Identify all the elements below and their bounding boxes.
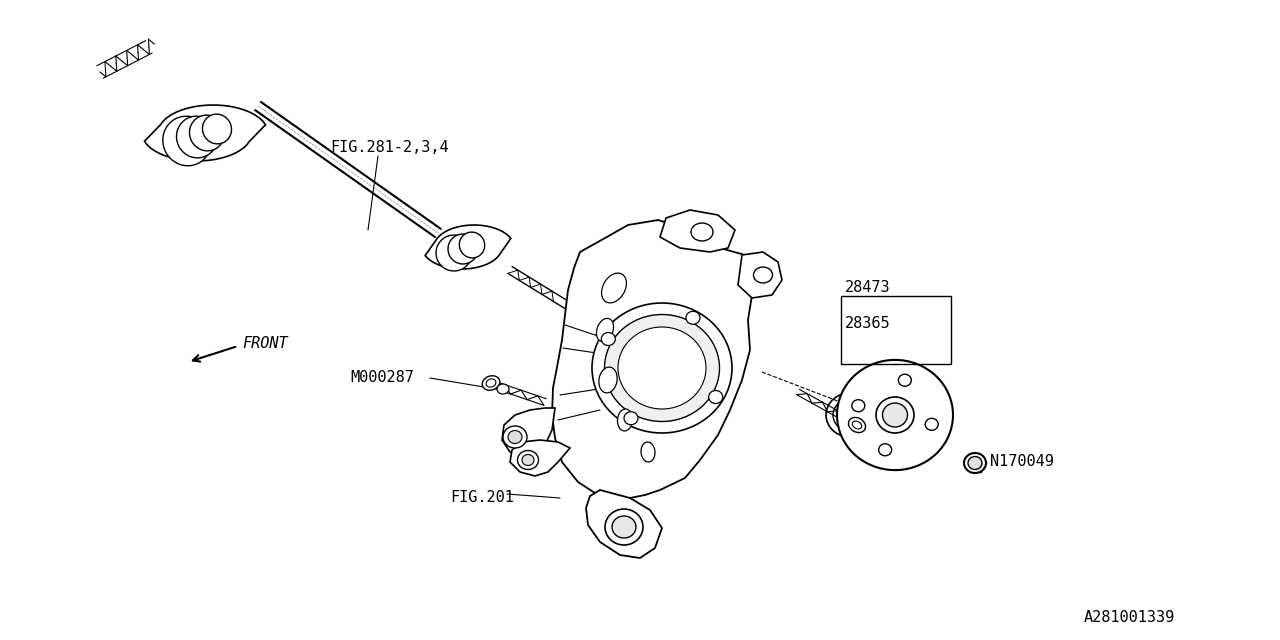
- Ellipse shape: [625, 412, 637, 425]
- Ellipse shape: [837, 360, 954, 470]
- Ellipse shape: [851, 400, 865, 412]
- Ellipse shape: [591, 303, 732, 433]
- Text: FRONT: FRONT: [242, 337, 288, 351]
- Text: 28473: 28473: [845, 280, 891, 294]
- Ellipse shape: [599, 367, 617, 393]
- Ellipse shape: [604, 314, 719, 422]
- Ellipse shape: [686, 311, 700, 324]
- Text: M000287: M000287: [349, 371, 413, 385]
- Ellipse shape: [163, 116, 211, 166]
- Ellipse shape: [605, 509, 643, 545]
- Ellipse shape: [925, 419, 938, 430]
- Ellipse shape: [849, 417, 865, 433]
- Polygon shape: [739, 252, 782, 298]
- Polygon shape: [586, 490, 662, 558]
- Ellipse shape: [517, 451, 539, 470]
- Text: N170049: N170049: [989, 454, 1053, 470]
- Ellipse shape: [617, 409, 632, 431]
- Ellipse shape: [968, 456, 982, 470]
- Ellipse shape: [189, 115, 224, 151]
- Ellipse shape: [486, 379, 495, 387]
- Ellipse shape: [964, 453, 986, 473]
- Ellipse shape: [436, 235, 472, 271]
- Ellipse shape: [177, 116, 218, 158]
- Ellipse shape: [852, 421, 861, 429]
- Ellipse shape: [899, 374, 911, 386]
- Text: A281001339: A281001339: [1084, 609, 1175, 625]
- Ellipse shape: [503, 426, 527, 448]
- Ellipse shape: [618, 327, 707, 409]
- Ellipse shape: [691, 223, 713, 241]
- Ellipse shape: [596, 318, 613, 342]
- Polygon shape: [145, 105, 265, 161]
- Text: 28365: 28365: [845, 316, 891, 330]
- Ellipse shape: [202, 114, 232, 144]
- Polygon shape: [425, 225, 511, 269]
- Ellipse shape: [641, 442, 655, 462]
- Ellipse shape: [876, 397, 914, 433]
- Ellipse shape: [522, 454, 534, 465]
- Ellipse shape: [754, 267, 773, 283]
- Ellipse shape: [483, 376, 499, 390]
- Polygon shape: [509, 440, 570, 476]
- Ellipse shape: [602, 273, 626, 303]
- Polygon shape: [660, 210, 735, 252]
- Ellipse shape: [878, 444, 892, 456]
- Bar: [841, 296, 951, 364]
- Ellipse shape: [602, 333, 616, 346]
- Ellipse shape: [612, 516, 636, 538]
- Polygon shape: [502, 408, 556, 455]
- Ellipse shape: [448, 234, 477, 264]
- Ellipse shape: [709, 390, 723, 403]
- Ellipse shape: [882, 403, 908, 427]
- Polygon shape: [552, 220, 758, 500]
- Text: FIG.201: FIG.201: [451, 490, 513, 504]
- Ellipse shape: [508, 431, 522, 444]
- Ellipse shape: [497, 384, 509, 394]
- Text: FIG.281-2,3,4: FIG.281-2,3,4: [330, 141, 448, 156]
- Ellipse shape: [460, 232, 485, 258]
